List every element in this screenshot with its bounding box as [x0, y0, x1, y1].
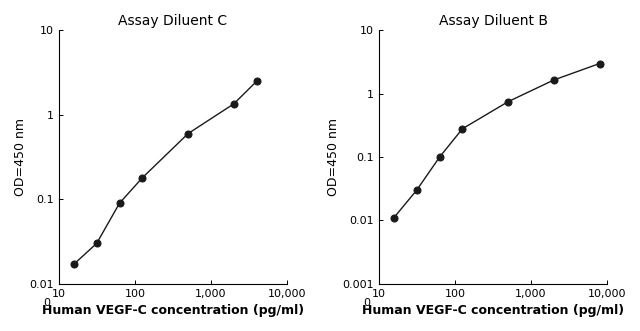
X-axis label: Human VEGF-C concentration (pg/ml): Human VEGF-C concentration (pg/ml): [362, 304, 624, 317]
Title: Assay Diluent C: Assay Diluent C: [118, 14, 228, 28]
X-axis label: Human VEGF-C concentration (pg/ml): Human VEGF-C concentration (pg/ml): [42, 304, 304, 317]
Y-axis label: OD=450 nm: OD=450 nm: [327, 118, 340, 196]
Text: 0: 0: [363, 298, 370, 307]
Title: Assay Diluent B: Assay Diluent B: [438, 14, 548, 28]
Y-axis label: OD=450 nm: OD=450 nm: [14, 118, 27, 196]
Text: 0: 0: [43, 298, 50, 307]
